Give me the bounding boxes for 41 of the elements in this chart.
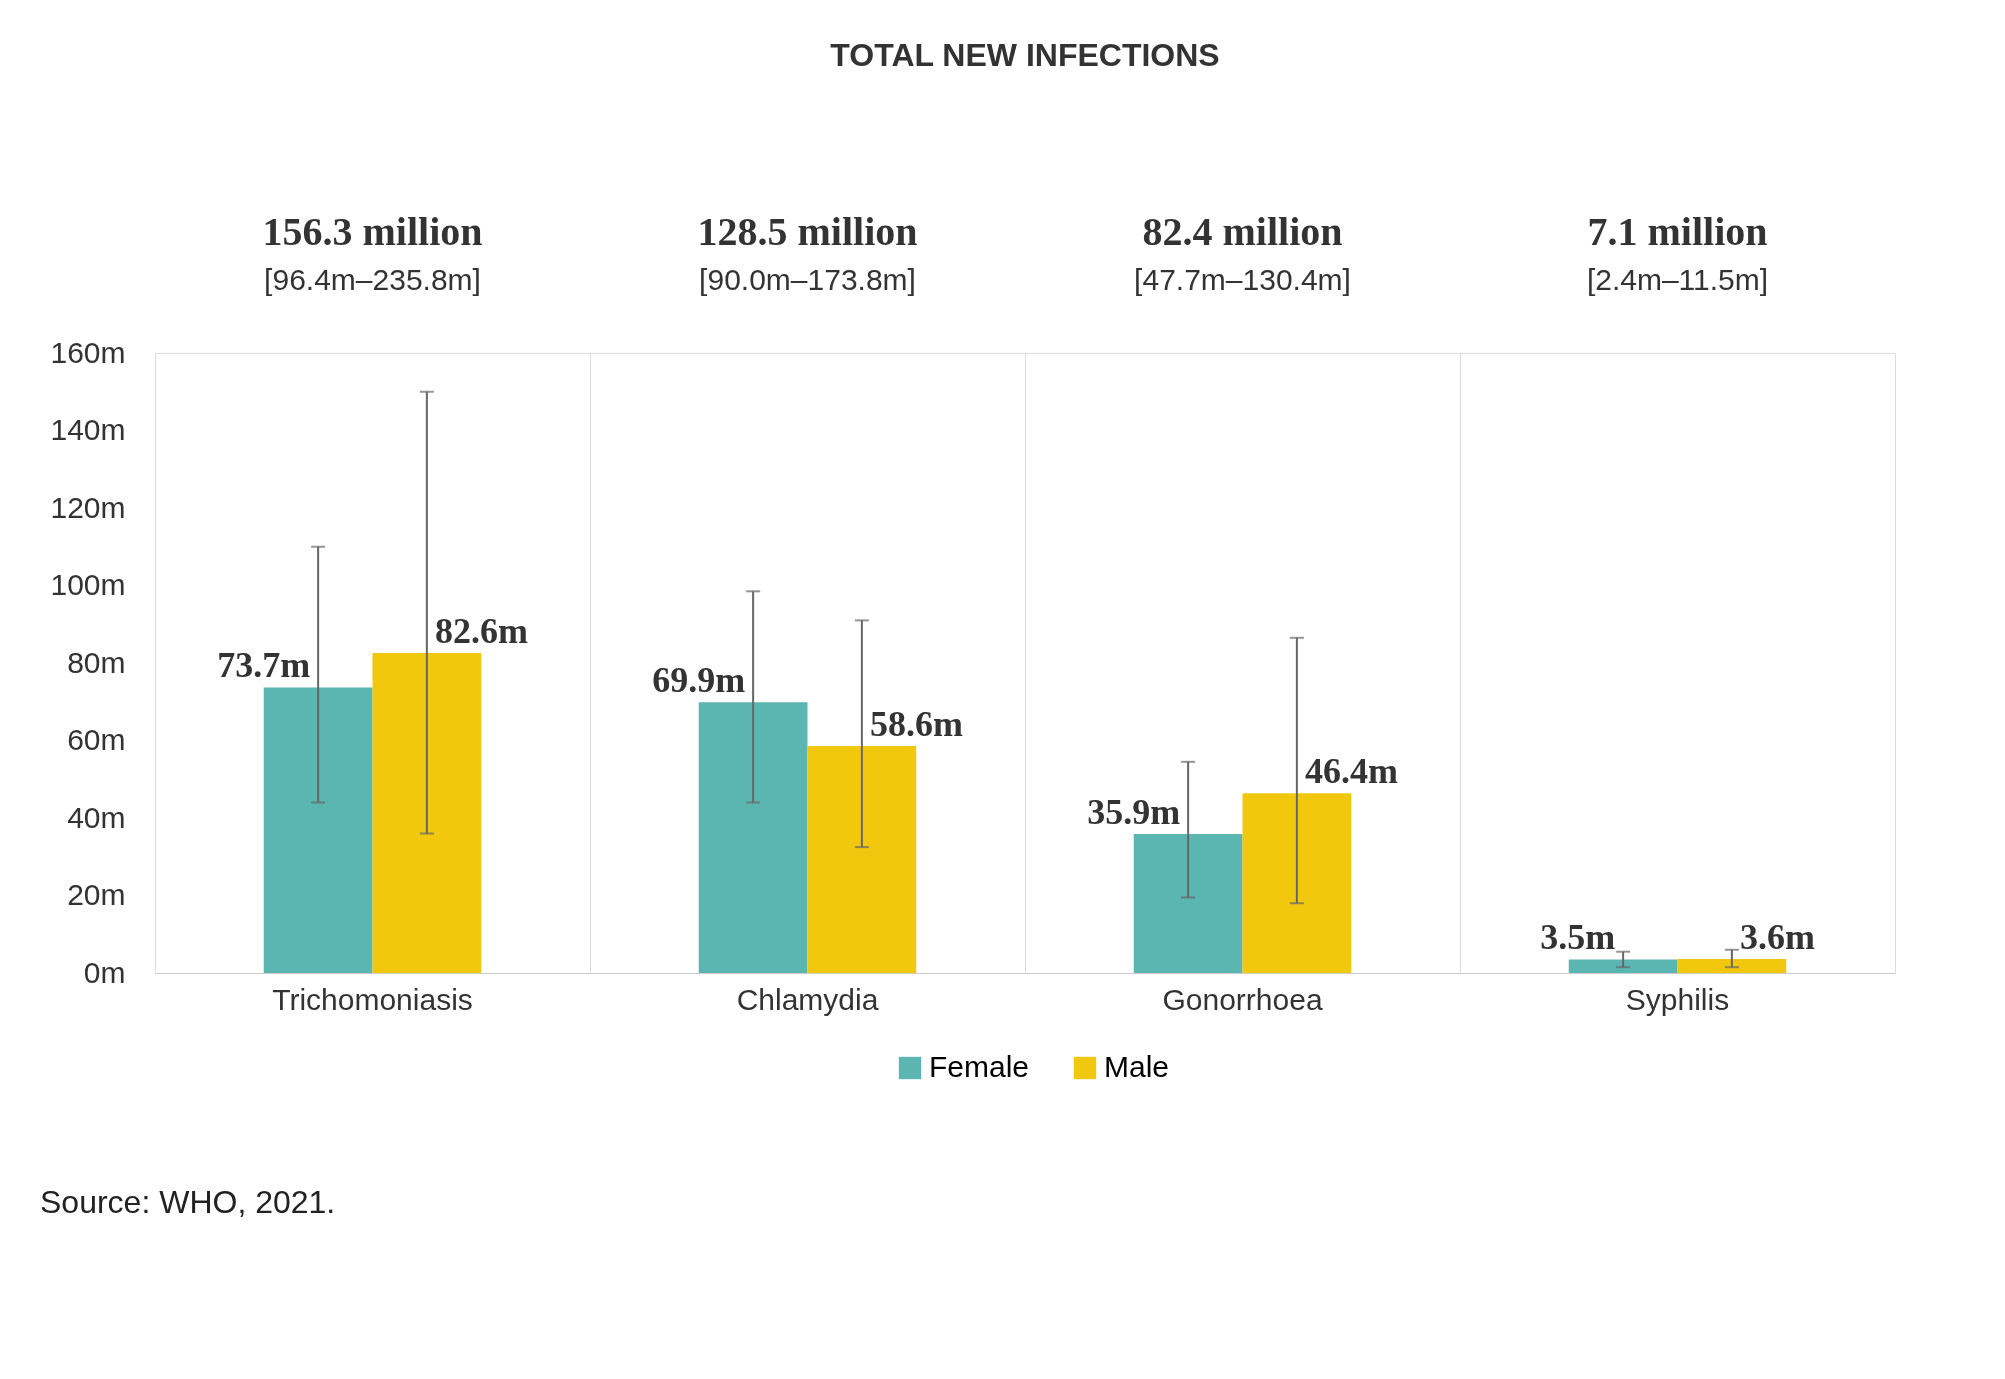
bar <box>1677 959 1787 973</box>
bar <box>1133 833 1243 973</box>
text: [47.7m–130.4m] <box>1134 263 1351 296</box>
bar <box>698 702 808 973</box>
text: [96.4m–235.8m] <box>264 263 481 296</box>
bar <box>1568 959 1678 973</box>
legend-label: Female <box>929 1050 1030 1083</box>
legend-label: Male <box>1104 1050 1170 1083</box>
y-tick-label: 80m <box>67 645 126 679</box>
y-tick-label: 0m <box>83 955 126 989</box>
data-label: 82.6m <box>434 610 528 651</box>
text: [2.4m–11.5m] <box>1586 263 1769 296</box>
text: 156.3 million <box>262 209 483 254</box>
y-tick-label: 160m <box>50 335 126 369</box>
bar <box>807 745 917 973</box>
x-tick-label: Chlamydia <box>736 982 879 1016</box>
data-label: 46.4m <box>1304 751 1398 792</box>
x-tick-label: Syphilis <box>1625 982 1730 1016</box>
data-label: 58.6m <box>869 703 963 744</box>
y-tick-label: 20m <box>67 878 126 911</box>
y-tick-label: 40m <box>67 800 126 834</box>
bar <box>372 652 482 973</box>
text: 128.5 million <box>697 209 918 254</box>
chart-title: TOTAL NEW INFECTIONS <box>830 37 1220 73</box>
text: 7.1 million <box>1587 209 1768 254</box>
data-label: 69.9m <box>652 660 746 701</box>
source-note: Source: WHO, 2021. <box>40 1184 336 1220</box>
bar <box>1242 793 1352 973</box>
data-label: 3.6m <box>1739 917 1815 958</box>
x-tick-label: Gonorrhoea <box>1162 982 1323 1016</box>
text: 82.4 million <box>1142 209 1343 254</box>
data-label: 3.5m <box>1540 917 1616 958</box>
y-tick-label: 140m <box>50 413 126 446</box>
data-label: 73.7m <box>217 645 311 686</box>
text: [90.0m–173.8m] <box>699 263 916 296</box>
y-tick-label: 60m <box>67 723 126 756</box>
x-tick-label: Trichomoniasis <box>272 982 473 1016</box>
y-tick-label: 100m <box>50 568 126 601</box>
y-tick-label: 120m <box>50 490 126 524</box>
data-label: 35.9m <box>1087 791 1181 832</box>
bar <box>263 687 373 973</box>
